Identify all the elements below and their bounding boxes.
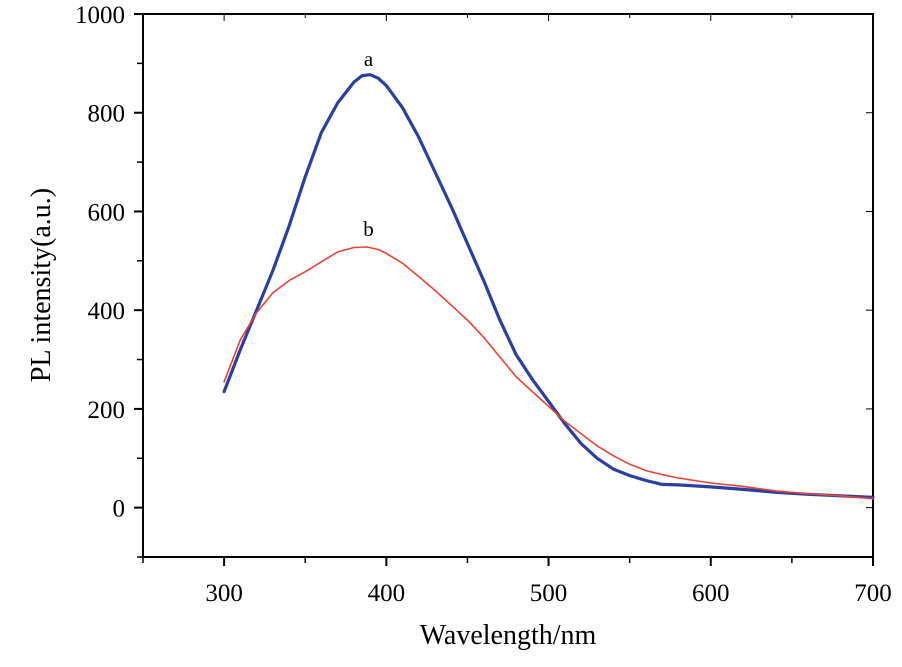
y-tick-label-2: 400 [88, 298, 126, 325]
annotations-group: ab [363, 47, 374, 241]
plot-frame [142, 13, 874, 558]
series-line-1 [223, 246, 874, 500]
series-line-0 [222, 73, 875, 499]
y-tick-label-1: 200 [88, 397, 126, 424]
x-tick-label-3: 600 [692, 580, 730, 607]
series-group [222, 73, 875, 500]
x-tick-label-0: 300 [205, 580, 243, 607]
y-tick-label-4: 800 [88, 101, 126, 128]
x-tick-label-4: 700 [854, 580, 892, 607]
y-tick-label-3: 600 [88, 199, 126, 226]
axis-ticks: 300 400 500 600 700 0 200 400 600 800 1000 [75, 2, 892, 607]
y-axis-title: PL intensity(a.u.) [26, 188, 57, 382]
x-axis-title: Wavelength/nm [420, 620, 597, 651]
x-tick-label-1: 400 [368, 580, 406, 607]
curve-label-b: b [363, 217, 374, 241]
x-tick-label-2: 500 [530, 580, 568, 607]
curve-label-a: a [364, 47, 374, 71]
y-tick-label-5: 1000 [75, 2, 125, 29]
y-tick-label-0: 0 [113, 496, 126, 523]
